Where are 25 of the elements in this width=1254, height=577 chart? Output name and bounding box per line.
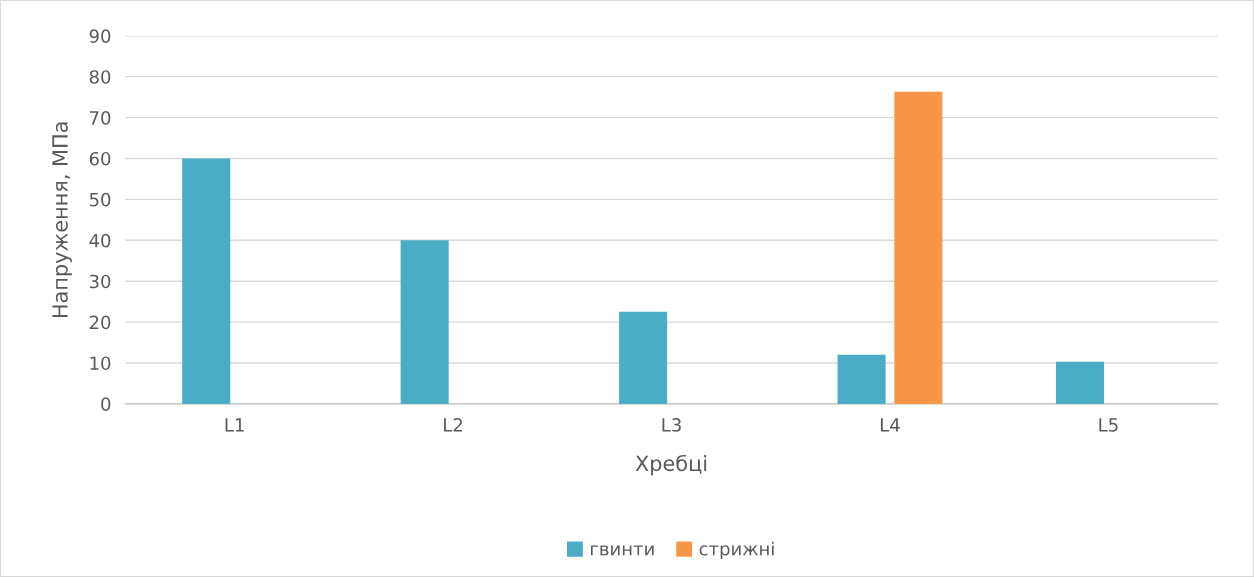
bar [1055,361,1105,404]
y-tick-label: 30 [89,274,111,289]
y-tick-label: 20 [89,315,111,330]
legend-label: стрижні [699,541,774,560]
y-tick-label: 0 [101,397,111,412]
y-tick-label: 10 [90,356,111,371]
x-tick-label: L2 [444,418,463,432]
x-tick-label: L4 [880,418,900,432]
y-tick-label: 60 [89,151,111,166]
y-tick-label: 50 [89,192,111,207]
bar [894,91,943,404]
y-tick-label: 90 [89,29,111,43]
x-tick-label: L3 [662,418,681,432]
y-tick-label: 80 [89,70,111,84]
bar [619,311,668,404]
y-tick-label: 40 [89,233,111,248]
bar [182,158,231,404]
x-tick-label: L5 [1099,418,1118,432]
y-axis-title: Напруження, МПа [52,122,72,318]
x-tick-label: L1 [225,418,244,432]
bar [837,354,886,404]
legend-label: гвинти [591,545,654,556]
bar [400,240,449,404]
y-tick-label: 70 [90,111,111,125]
x-axis-title: Хребці [635,454,707,476]
